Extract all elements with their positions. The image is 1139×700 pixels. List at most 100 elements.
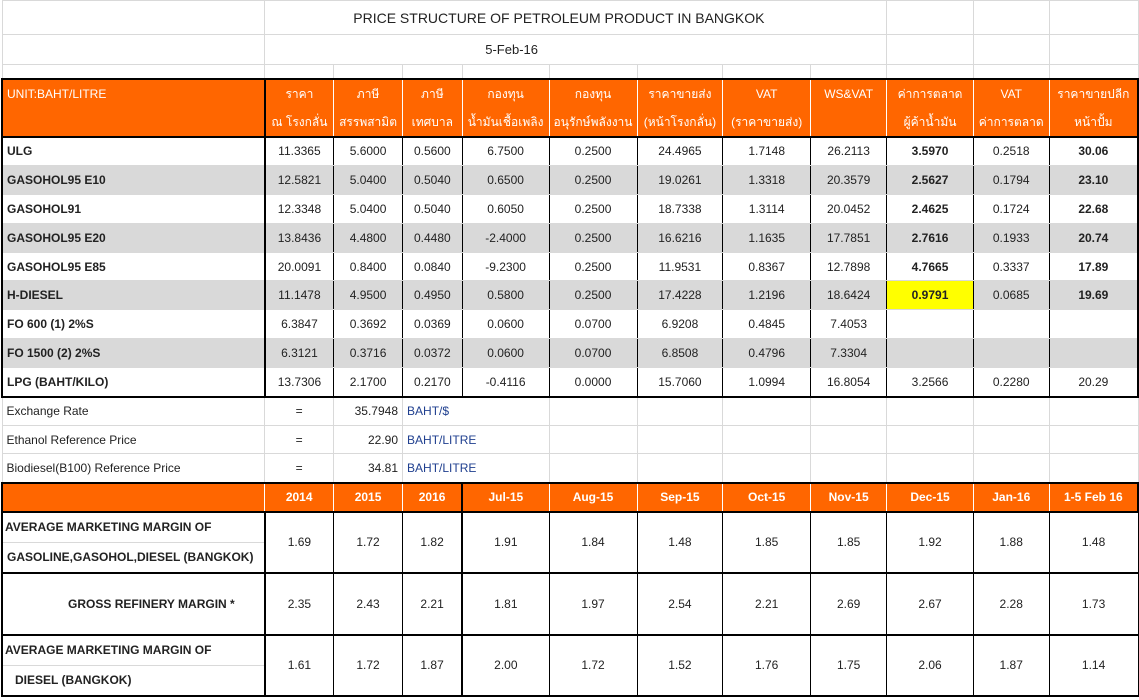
price-value[interactable]: 1.7148 [722,136,812,166]
margin-value[interactable]: 2.06 [886,634,974,697]
margin-value[interactable]: 1.97 [548,572,638,636]
product-name[interactable]: GASOHOL95 E10 [1,164,266,195]
price-value[interactable]: 0.2500 [548,222,638,253]
margin-value[interactable]: 1.48 [636,511,724,574]
cell[interactable] [886,453,974,484]
price-value[interactable]: 17.89 [1048,251,1139,282]
price-value[interactable]: 22.68 [1048,193,1139,224]
product-name[interactable]: GASOHOL95 E85 [1,251,266,282]
margin-value[interactable]: 1.82 [402,511,463,574]
price-value[interactable] [1048,338,1139,369]
period-header[interactable]: 2015 [333,481,404,513]
period-header[interactable]: Oct-15 [722,481,812,513]
column-header[interactable]: VAT ค่าการตลาด [972,77,1050,138]
price-value[interactable]: 20.29 [1048,367,1139,398]
price-value[interactable]: 0.0372 [402,338,463,369]
cell[interactable] [722,424,812,455]
price-value[interactable]: 0.0600 [461,309,550,340]
cell[interactable] [1048,0,1139,35]
period-header[interactable]: Aug-15 [548,481,638,513]
price-value[interactable]: 18.7338 [636,193,724,224]
price-value[interactable]: 24.4965 [636,136,724,166]
margin-label[interactable]: AVERAGE MARKETING MARGIN OF [1,634,266,666]
price-value[interactable]: 11.3365 [263,136,335,166]
price-value[interactable]: 1.1635 [722,222,812,253]
margin-value[interactable]: 2.54 [636,572,724,636]
cell[interactable] [810,396,888,426]
price-value[interactable]: 6.9208 [636,309,724,340]
margin-value[interactable]: 1.76 [722,634,812,697]
reference-label[interactable]: Exchange Rate [1,396,266,426]
reference-label[interactable]: Ethanol Reference Price [1,424,266,455]
price-value[interactable]: 13.8436 [263,222,335,253]
margin-value[interactable]: 1.91 [461,511,550,574]
price-value[interactable]: 0.2500 [548,251,638,282]
reference-unit[interactable]: BAHT/LITRE [402,424,550,455]
price-value[interactable]: -9.2300 [461,251,550,282]
period-header[interactable]: Jan-16 [972,481,1050,513]
price-value[interactable]: 2.5627 [886,164,974,195]
reference-value[interactable]: 35.7948 [333,396,404,426]
reference-unit[interactable]: BAHT/$ [402,396,550,426]
cell[interactable] [636,424,724,455]
reference-equals[interactable]: = [264,424,335,455]
price-value[interactable]: 0.2518 [972,136,1050,166]
reference-value[interactable]: 34.81 [333,453,404,484]
cell[interactable] [1048,396,1139,426]
price-value[interactable]: 0.2500 [548,136,638,166]
margin-value[interactable]: 2.00 [461,634,550,697]
product-name[interactable]: ULG [1,136,266,166]
margin-value[interactable]: 1.14 [1048,634,1139,697]
cell[interactable] [722,64,812,79]
price-value[interactable]: 30.06 [1048,136,1139,166]
price-value[interactable]: 2.4625 [886,193,974,224]
column-header[interactable]: VAT (ราคาขายส่ง) [722,77,812,138]
margin-label[interactable]: AVERAGE MARKETING MARGIN OF [1,511,266,543]
price-value[interactable]: 0.3716 [333,338,404,369]
margin-value[interactable]: 2.35 [264,572,335,636]
price-value[interactable]: 20.0091 [263,251,335,282]
cell[interactable] [886,396,974,426]
column-header[interactable]: กองทุน อนุรักษ์พลังงาน [548,77,638,138]
price-value[interactable]: 0.5600 [402,136,463,166]
price-value[interactable]: 0.4796 [722,338,812,369]
price-value[interactable]: 13.7306 [263,367,335,398]
price-value[interactable]: 12.3348 [263,193,335,224]
cell[interactable] [972,424,1050,455]
cell[interactable] [972,64,1050,79]
sheet-title[interactable]: PRICE STRUCTURE OF PETROLEUM PRODUCT IN … [264,0,888,35]
column-header[interactable]: ราคาขายปลีก หน้าปั้ม [1048,77,1139,138]
cell[interactable] [972,0,1050,35]
price-value[interactable]: 0.0700 [548,338,638,369]
price-value[interactable]: 0.2170 [402,367,463,398]
cell[interactable] [886,424,974,455]
price-value[interactable]: 0.0369 [402,309,463,340]
cell[interactable] [636,396,724,426]
margin-value[interactable]: 2.21 [722,572,812,636]
price-value[interactable]: 0.1724 [972,193,1050,224]
column-header[interactable]: ค่าการตลาด ผู้ค้าน้ำมัน [886,77,974,138]
cell[interactable] [264,64,335,79]
price-value[interactable]: 0.4950 [402,280,463,311]
price-value[interactable]: 7.4053 [810,309,888,340]
cell[interactable] [886,0,974,35]
price-value[interactable]: -0.4116 [461,367,550,398]
margin-value[interactable]: 1.72 [333,634,404,697]
price-value[interactable]: 0.1933 [972,222,1050,253]
cell[interactable] [1048,453,1139,484]
price-value[interactable]: 16.6216 [636,222,724,253]
cell[interactable] [810,64,888,79]
price-value[interactable]: 4.4800 [333,222,404,253]
cell[interactable] [548,64,638,79]
price-value[interactable]: 15.7060 [636,367,724,398]
price-value[interactable]: 4.9500 [333,280,404,311]
price-value[interactable]: 11.1478 [263,280,335,311]
column-header[interactable]: ราคาขายส่ง (หน้าโรงกลั่น) [636,77,724,138]
price-value[interactable]: -2.4000 [461,222,550,253]
price-value[interactable]: 3.2566 [886,367,974,398]
cell[interactable] [972,396,1050,426]
margin-value[interactable]: 1.92 [886,511,974,574]
margin-value[interactable]: 1.81 [461,572,550,636]
cell[interactable] [1048,64,1139,79]
cell[interactable] [1,64,266,79]
